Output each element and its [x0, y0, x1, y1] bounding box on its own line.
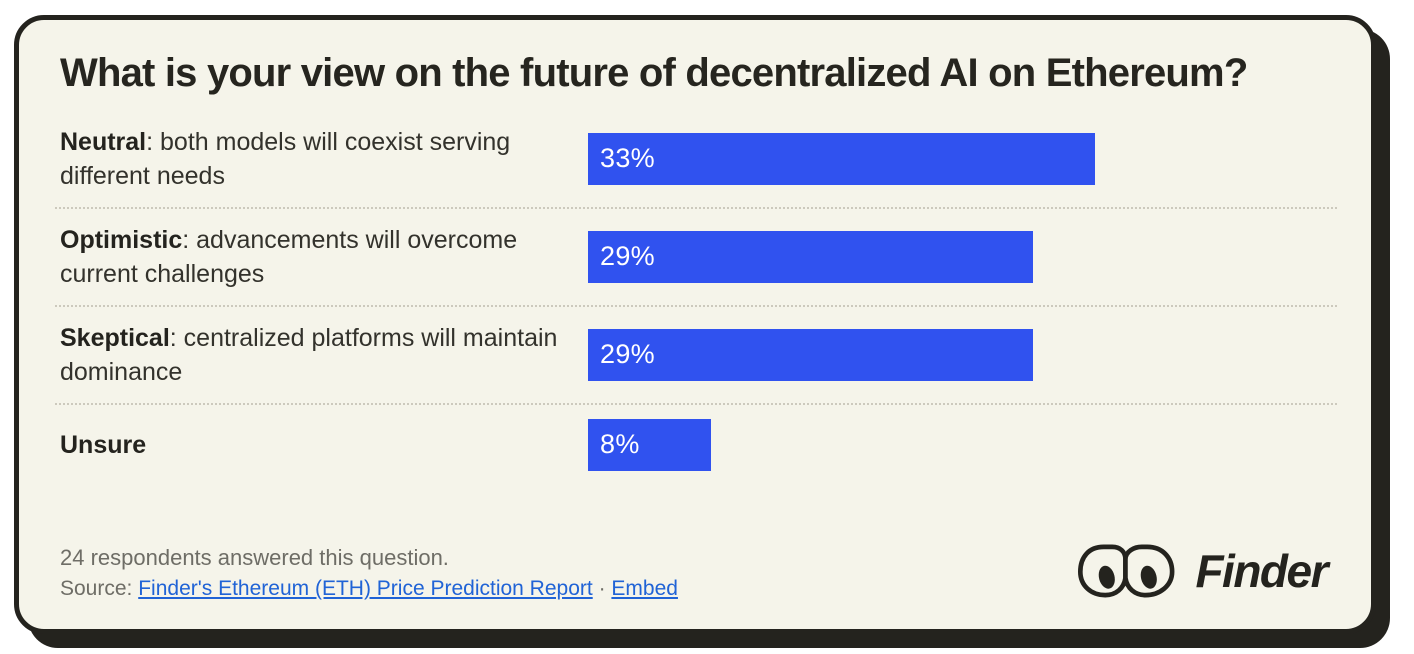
- bar-track: 8%: [588, 418, 1337, 471]
- dot-separator: ·: [598, 577, 606, 600]
- embed-link[interactable]: Embed: [611, 577, 678, 600]
- respondents-note: 24 respondents answered this question.: [60, 545, 449, 570]
- row-description: : both models will coexist serving diffe…: [60, 127, 511, 190]
- survey-chart-card: What is your view on the future of decen…: [14, 15, 1376, 634]
- finder-wordmark: Finder: [1195, 545, 1328, 597]
- row-label: Unsure: [60, 428, 588, 462]
- bar-value-label: 8%: [600, 429, 640, 460]
- bar-track: 29%: [588, 328, 1337, 381]
- row-term: Optimistic: [60, 225, 183, 254]
- bar: 29%: [588, 230, 1034, 283]
- chart-title: What is your view on the future of decen…: [60, 51, 1248, 95]
- row-description: : advancements will overcome current cha…: [60, 225, 518, 288]
- chart-row: Optimistic: advancements will overcome c…: [55, 209, 1337, 307]
- row-term: Neutral: [60, 127, 147, 156]
- source-line: Source: Finder's Ethereum (ETH) Price Pr…: [60, 577, 678, 601]
- bar: 29%: [588, 328, 1034, 381]
- bar: 8%: [588, 418, 711, 471]
- chart-row: Neutral: both models will coexist servin…: [55, 111, 1337, 209]
- row-label: Neutral: both models will coexist servin…: [60, 125, 588, 193]
- row-term: Unsure: [60, 430, 147, 459]
- bar-chart: Neutral: both models will coexist servin…: [55, 111, 1337, 485]
- bar-value-label: 29%: [600, 339, 655, 370]
- chart-row: Unsure 8%: [55, 405, 1337, 485]
- bar-track: 29%: [588, 230, 1337, 283]
- source-report-link[interactable]: Finder's Ethereum (ETH) Price Prediction…: [138, 577, 593, 600]
- bar-value-label: 33%: [600, 143, 655, 174]
- row-term: Skeptical: [60, 323, 170, 352]
- bar-track: 33%: [588, 132, 1337, 185]
- card-footer: 24 respondents answered this question. S…: [55, 543, 1337, 605]
- finder-logo: Finder: [1067, 543, 1337, 605]
- bar: 33%: [588, 132, 1095, 185]
- row-label: Optimistic: advancements will overcome c…: [60, 223, 588, 291]
- finder-eyes-icon: [1078, 544, 1175, 598]
- row-label: Skeptical: centralized platforms will ma…: [60, 321, 588, 389]
- footer-text: 24 respondents answered this question. S…: [60, 545, 678, 605]
- source-label: Source:: [60, 577, 133, 600]
- bar-value-label: 29%: [600, 241, 655, 272]
- row-description: : centralized platforms will maintain do…: [60, 323, 558, 386]
- chart-row: Skeptical: centralized platforms will ma…: [55, 307, 1337, 405]
